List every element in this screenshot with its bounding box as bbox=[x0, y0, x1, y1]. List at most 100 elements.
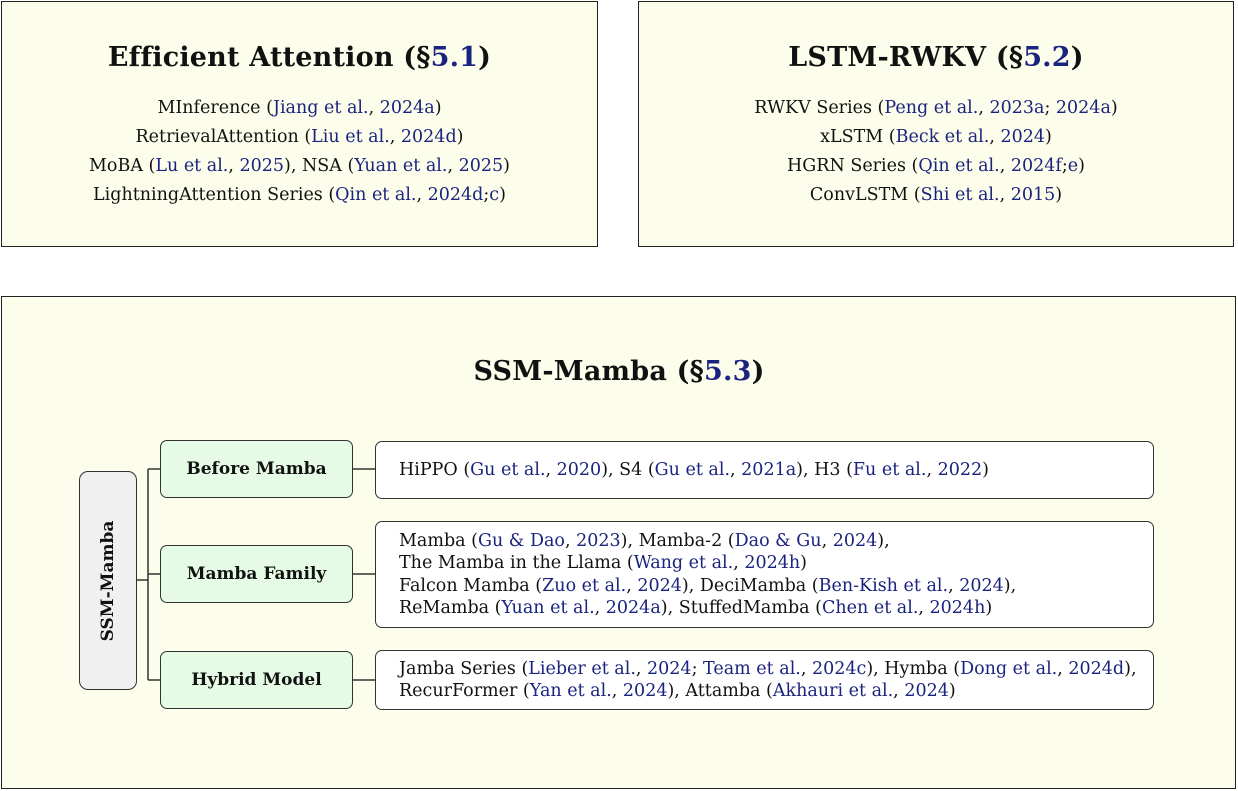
citation-link[interactable]: 2024 bbox=[959, 575, 1004, 596]
citation-link[interactable]: Jiang et al. bbox=[272, 98, 369, 118]
citation-link[interactable]: e bbox=[1067, 156, 1079, 176]
entry-text: , bbox=[594, 598, 606, 618]
entry-text: , bbox=[821, 530, 833, 551]
section-link-5-2[interactable]: 5.2 bbox=[1023, 42, 1071, 73]
entry-text: , bbox=[1057, 658, 1069, 679]
entry-text: xLSTM ( bbox=[820, 127, 896, 147]
citation-link[interactable]: 2015 bbox=[1010, 185, 1056, 205]
entry-text: ; bbox=[691, 658, 704, 679]
citation-link[interactable]: Peng et al. bbox=[884, 98, 979, 118]
citation-link[interactable]: 2020 bbox=[556, 459, 602, 480]
entry-text: ) bbox=[503, 156, 510, 176]
entry-text: , bbox=[893, 681, 905, 701]
entry-text: , bbox=[730, 459, 742, 480]
citation-link[interactable]: 2024a bbox=[1055, 98, 1111, 118]
citation-link[interactable]: Lieber et al. bbox=[528, 658, 636, 679]
citation-link[interactable]: 2024h bbox=[929, 598, 986, 618]
entry-text: RetrievalAttention ( bbox=[135, 127, 312, 147]
entry-text: , bbox=[948, 575, 960, 596]
entry-text: , bbox=[564, 530, 577, 551]
citation-link[interactable]: 2025 bbox=[239, 156, 285, 176]
citation-link[interactable]: Yan et al. bbox=[529, 681, 612, 701]
citation-link[interactable]: Ben-Kish et al. bbox=[818, 575, 949, 596]
entry-text: LightningAttention Series ( bbox=[93, 185, 336, 205]
citation-link[interactable]: Qin et al. bbox=[335, 185, 417, 205]
citation-link[interactable]: Zuo et al. bbox=[542, 575, 627, 596]
leaf-mamba-family-line-4: ReMamba (Yuan et al., 2024a), StuffedMam… bbox=[399, 597, 1141, 620]
citation-link[interactable]: Shi et al. bbox=[920, 185, 1000, 205]
citation-link[interactable]: 2024c bbox=[812, 658, 867, 679]
efficient-attention-title-text: Efficient Attention (§ bbox=[107, 42, 431, 73]
citation-link[interactable]: Gu et al. bbox=[470, 459, 546, 480]
citation-link[interactable]: 2022 bbox=[937, 459, 983, 480]
citation-link[interactable]: 2024d bbox=[1068, 658, 1125, 679]
entry-text: HiPPO ( bbox=[399, 459, 471, 480]
citation-link[interactable]: Qin et al. bbox=[918, 156, 1000, 176]
citation-link[interactable]: 2024d bbox=[427, 185, 484, 205]
entry-text: ) bbox=[1045, 127, 1052, 147]
entry-text: , bbox=[918, 598, 930, 618]
citation-link[interactable]: Yuan et al. bbox=[501, 598, 595, 618]
entry-text: , bbox=[800, 658, 812, 679]
entry-text: , bbox=[999, 156, 1011, 176]
entry-text: ), Mamba-2 ( bbox=[620, 530, 735, 551]
section-link-5-3[interactable]: 5.3 bbox=[703, 356, 752, 387]
citation-link[interactable]: 2024 bbox=[622, 681, 668, 701]
entry-text: MoBA ( bbox=[89, 156, 156, 176]
lstm-rwkv-entry-2: xLSTM (Beck et al., 2024) bbox=[639, 123, 1233, 152]
citation-link[interactable]: Liu et al. bbox=[311, 127, 390, 147]
citation-link[interactable]: Fu et al. bbox=[852, 459, 927, 480]
citation-link[interactable]: Dao & Gu bbox=[734, 530, 822, 551]
entry-text: , bbox=[447, 156, 459, 176]
entry-text: , bbox=[926, 459, 938, 480]
citation-link[interactable]: 2024 bbox=[637, 575, 682, 596]
efficient-attention-entry-3: MoBA (Lu et al., 2025), NSA (Yuan et al.… bbox=[2, 152, 597, 181]
citation-link[interactable]: Gu & Dao bbox=[477, 530, 565, 551]
citation-link[interactable]: 2024a bbox=[379, 98, 435, 118]
citation-link[interactable]: 2023 bbox=[576, 530, 621, 551]
citation-link[interactable]: 2024 bbox=[1000, 127, 1046, 147]
citation-link[interactable]: 2024 bbox=[647, 658, 692, 679]
lstm-rwkv-title-close: ) bbox=[1070, 42, 1084, 73]
citation-link[interactable]: 2023a bbox=[989, 98, 1045, 118]
entry-text: Falcon Mamba ( bbox=[399, 575, 543, 596]
entry-text: ) bbox=[499, 185, 506, 205]
category-before-mamba: Before Mamba bbox=[160, 440, 353, 498]
entry-text: ; bbox=[1044, 98, 1056, 118]
efficient-attention-entry-4: LightningAttention Series (Qin et al., 2… bbox=[2, 181, 597, 210]
citation-link[interactable]: Yuan et al. bbox=[354, 156, 448, 176]
citation-link[interactable]: 2024f bbox=[1010, 156, 1062, 176]
citation-link[interactable]: 2024h bbox=[744, 553, 801, 573]
efficient-attention-title: Efficient Attention (§5.1) bbox=[2, 42, 597, 73]
entry-text: , bbox=[416, 185, 428, 205]
citation-link[interactable]: Beck et al. bbox=[895, 127, 990, 147]
citation-link[interactable]: Dong et al. bbox=[960, 658, 1058, 679]
entry-text: ConvLSTM ( bbox=[809, 185, 921, 205]
entry-text: ; bbox=[483, 185, 490, 205]
citation-link[interactable]: 2025 bbox=[458, 156, 504, 176]
citation-link[interactable]: 2024d bbox=[400, 127, 457, 147]
entry-text: ), bbox=[1124, 658, 1137, 679]
citation-link[interactable]: 2021a bbox=[741, 459, 797, 480]
citation-link[interactable]: Wang et al. bbox=[633, 553, 734, 573]
citation-link[interactable]: Gu et al. bbox=[654, 459, 731, 480]
section-link-5-1[interactable]: 5.1 bbox=[430, 42, 479, 73]
entry-text: ), Attamba ( bbox=[667, 681, 773, 701]
leaf-mamba-family-line-3: Falcon Mamba (Zuo et al., 2024), DeciMam… bbox=[399, 575, 1141, 598]
citation-link[interactable]: Akhauri et al. bbox=[772, 681, 894, 701]
citation-link[interactable]: 2024 bbox=[832, 530, 878, 551]
entry-text: ) bbox=[982, 459, 989, 480]
entry-text: ), NSA ( bbox=[284, 156, 355, 176]
entry-text: ReMamba ( bbox=[399, 598, 502, 618]
citation-link[interactable]: 2024 bbox=[904, 681, 949, 701]
leaf-before-mamba: HiPPO (Gu et al., 2020), S4 (Gu et al., … bbox=[375, 441, 1154, 499]
citation-link[interactable]: 2024a bbox=[605, 598, 661, 618]
entry-text: ) bbox=[985, 598, 993, 618]
citation-link[interactable]: c bbox=[489, 185, 500, 205]
leaf-hybrid-model: Jamba Series (Lieber et al., 2024; Team … bbox=[375, 650, 1154, 710]
citation-link[interactable]: Lu et al. bbox=[155, 156, 229, 176]
citation-link[interactable]: Chen et al. bbox=[821, 598, 919, 618]
entry-text: ; bbox=[1061, 156, 1068, 176]
entry-text: ), H3 ( bbox=[796, 459, 853, 480]
citation-link[interactable]: Team et al. bbox=[703, 658, 801, 679]
